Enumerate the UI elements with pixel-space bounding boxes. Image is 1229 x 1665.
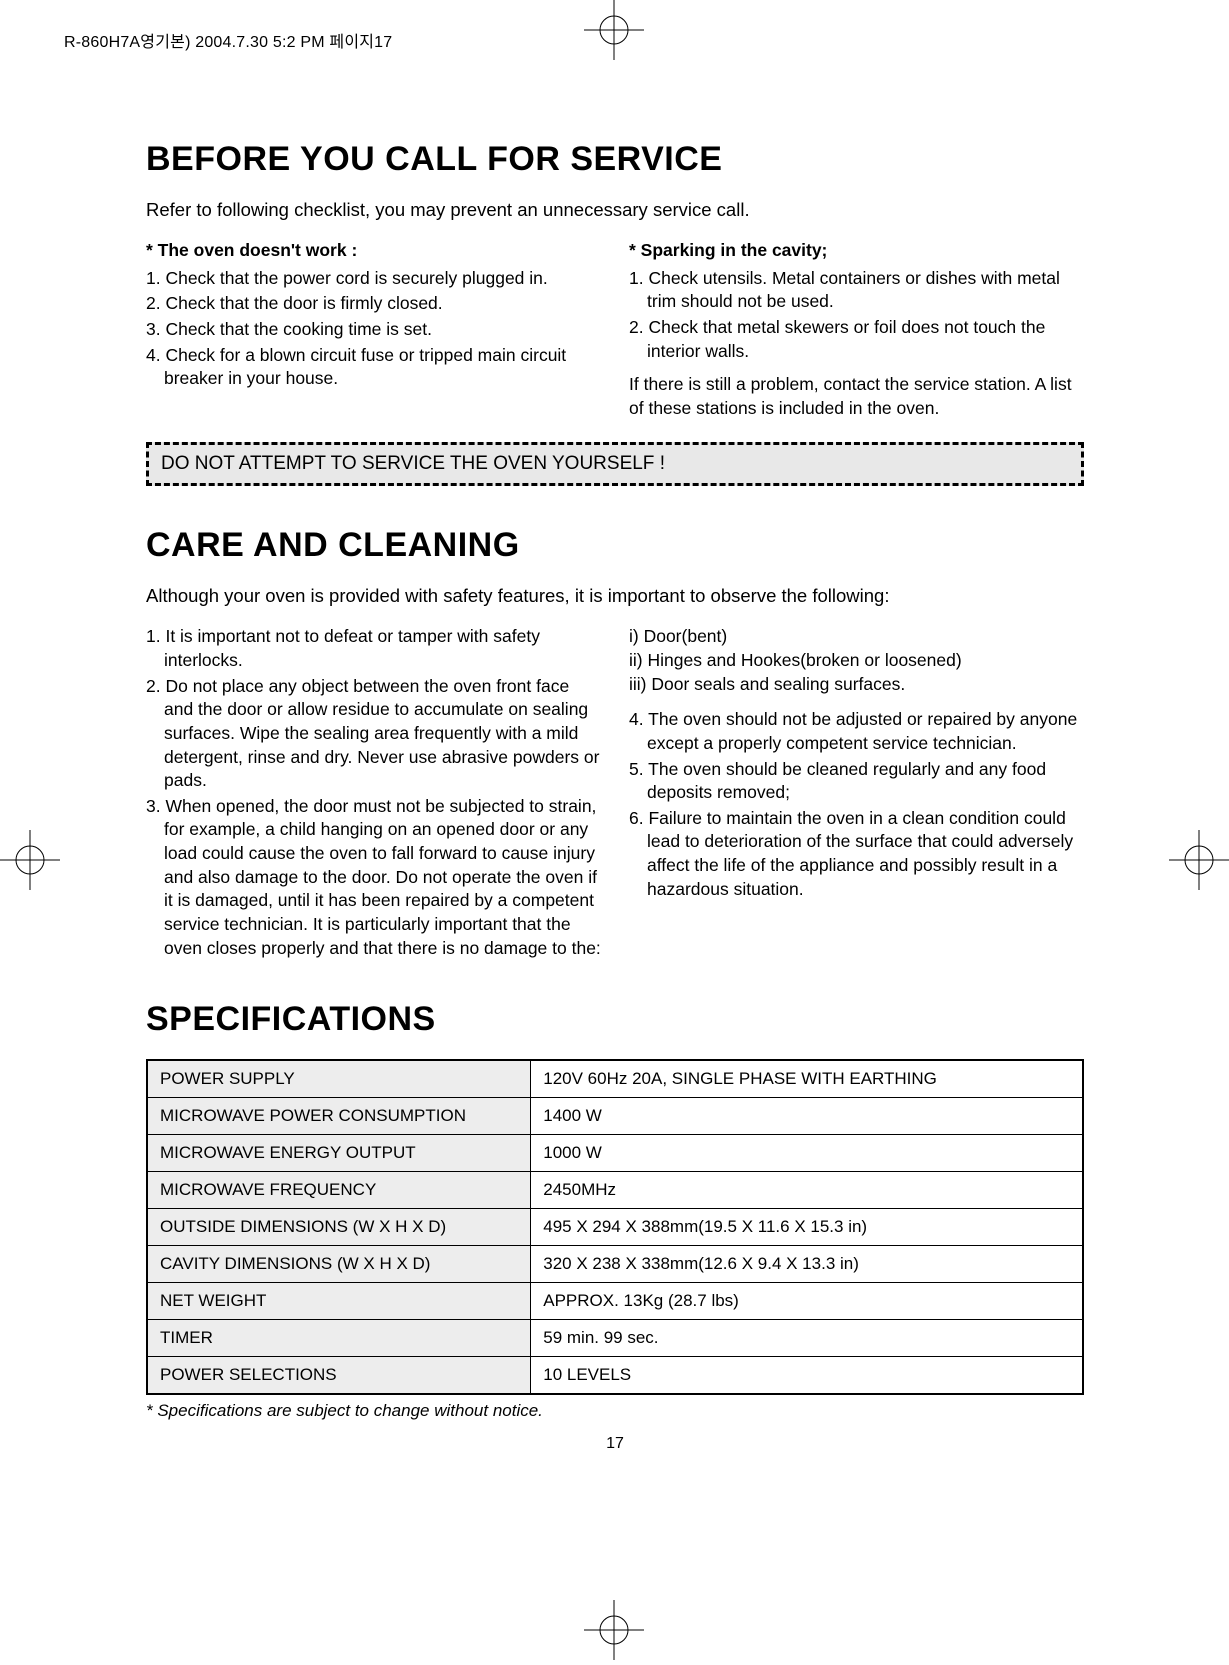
page-number: 17 [146, 1435, 1084, 1453]
table-row: MICROWAVE FREQUENCY2450MHz [147, 1172, 1083, 1209]
table-row: MICROWAVE POWER CONSUMPTION1400 W [147, 1098, 1083, 1135]
table-row: OUTSIDE DIMENSIONS (W X H X D)495 X 294 … [147, 1209, 1083, 1246]
list-item: 3. When opened, the door must not be sub… [164, 795, 601, 960]
list-item: ii) Hinges and Hookes(broken or loosened… [629, 649, 1084, 673]
list-item: 1. Check utensils. Metal containers or d… [647, 267, 1084, 314]
crop-mark-bottom [584, 1600, 644, 1660]
section-title-service: BEFORE YOU CALL FOR SERVICE [146, 140, 1084, 179]
contact-note: If there is still a problem, contact the… [629, 373, 1084, 420]
crop-mark-left [0, 830, 60, 890]
oven-not-work-head: * The oven doesn't work : [146, 239, 601, 263]
oven-not-work-list: 1. Check that the power cord is securely… [146, 267, 601, 391]
service-columns: * The oven doesn't work : 1. Check that … [146, 239, 1084, 420]
list-item: 6. Failure to maintain the oven in a cle… [647, 807, 1084, 902]
list-item: 4. The oven should not be adjusted or re… [647, 708, 1084, 755]
spec-value: 2450MHz [531, 1172, 1083, 1209]
spec-value: 1000 W [531, 1135, 1083, 1172]
list-item: iii) Door seals and sealing surfaces. [629, 673, 1084, 697]
page-body: BEFORE YOU CALL FOR SERVICE Refer to fol… [146, 140, 1084, 1453]
table-row: MICROWAVE ENERGY OUTPUT1000 W [147, 1135, 1083, 1172]
service-left-col: * The oven doesn't work : 1. Check that … [146, 239, 601, 420]
table-row: NET WEIGHTAPPROX. 13Kg (28.7 lbs) [147, 1283, 1083, 1320]
list-item: 5. The oven should be cleaned regularly … [647, 758, 1084, 805]
list-item: i) Door(bent) [629, 625, 1084, 649]
table-row: TIMER59 min. 99 sec. [147, 1320, 1083, 1357]
crop-mark-right [1169, 830, 1229, 890]
section-title-care: CARE AND CLEANING [146, 526, 1084, 565]
spec-label: MICROWAVE ENERGY OUTPUT [147, 1135, 531, 1172]
care-left-col: 1. It is important not to defeat or tamp… [146, 625, 601, 962]
spec-value: 495 X 294 X 388mm(19.5 X 11.6 X 15.3 in) [531, 1209, 1083, 1246]
care-right-col: i) Door(bent) ii) Hinges and Hookes(brok… [629, 625, 1084, 962]
spec-value: 59 min. 99 sec. [531, 1320, 1083, 1357]
spec-label: MICROWAVE FREQUENCY [147, 1172, 531, 1209]
care-intro: Although your oven is provided with safe… [146, 585, 1084, 607]
list-item: 2. Do not place any object between the o… [164, 675, 601, 793]
print-header: R-860H7A영기본) 2004.7.30 5:2 PM 페이지17 [64, 28, 392, 52]
list-item: 4. Check for a blown circuit fuse or tri… [164, 344, 601, 391]
service-right-col: * Sparking in the cavity; 1. Check utens… [629, 239, 1084, 420]
list-item: 3. Check that the cooking time is set. [164, 318, 601, 342]
spec-value: 10 LEVELS [531, 1357, 1083, 1395]
spec-label: TIMER [147, 1320, 531, 1357]
spec-label: OUTSIDE DIMENSIONS (W X H X D) [147, 1209, 531, 1246]
spec-value: 120V 60Hz 20A, SINGLE PHASE WITH EARTHIN… [531, 1060, 1083, 1098]
service-intro: Refer to following checklist, you may pr… [146, 199, 1084, 221]
spec-footnote: * Specifications are subject to change w… [146, 1401, 1084, 1421]
sparking-list: 1. Check utensils. Metal containers or d… [629, 267, 1084, 364]
spec-label: MICROWAVE POWER CONSUMPTION [147, 1098, 531, 1135]
sparking-head: * Sparking in the cavity; [629, 239, 1084, 263]
spec-value: 1400 W [531, 1098, 1083, 1135]
spec-value: 320 X 238 X 338mm(12.6 X 9.4 X 13.3 in) [531, 1246, 1083, 1283]
list-item: 2. Check that metal skewers or foil does… [647, 316, 1084, 363]
crop-mark-top [584, 0, 644, 60]
warning-text: DO NOT ATTEMPT TO SERVICE THE OVEN YOURS… [161, 453, 665, 474]
care-columns: 1. It is important not to defeat or tamp… [146, 625, 1084, 962]
spec-label: CAVITY DIMENSIONS (W X H X D) [147, 1246, 531, 1283]
spec-value: APPROX. 13Kg (28.7 lbs) [531, 1283, 1083, 1320]
section-title-spec: SPECIFICATIONS [146, 1000, 1084, 1039]
list-item: 2. Check that the door is firmly closed. [164, 292, 601, 316]
table-row: POWER SELECTIONS10 LEVELS [147, 1357, 1083, 1395]
spec-label: POWER SUPPLY [147, 1060, 531, 1098]
spec-label: POWER SELECTIONS [147, 1357, 531, 1395]
list-item: 1. It is important not to defeat or tamp… [164, 625, 601, 672]
spec-label: NET WEIGHT [147, 1283, 531, 1320]
list-item: 1. Check that the power cord is securely… [164, 267, 601, 291]
warning-box: DO NOT ATTEMPT TO SERVICE THE OVEN YOURS… [146, 442, 1084, 486]
table-row: POWER SUPPLY120V 60Hz 20A, SINGLE PHASE … [147, 1060, 1083, 1098]
table-row: CAVITY DIMENSIONS (W X H X D)320 X 238 X… [147, 1246, 1083, 1283]
spec-table: POWER SUPPLY120V 60Hz 20A, SINGLE PHASE … [146, 1059, 1084, 1395]
